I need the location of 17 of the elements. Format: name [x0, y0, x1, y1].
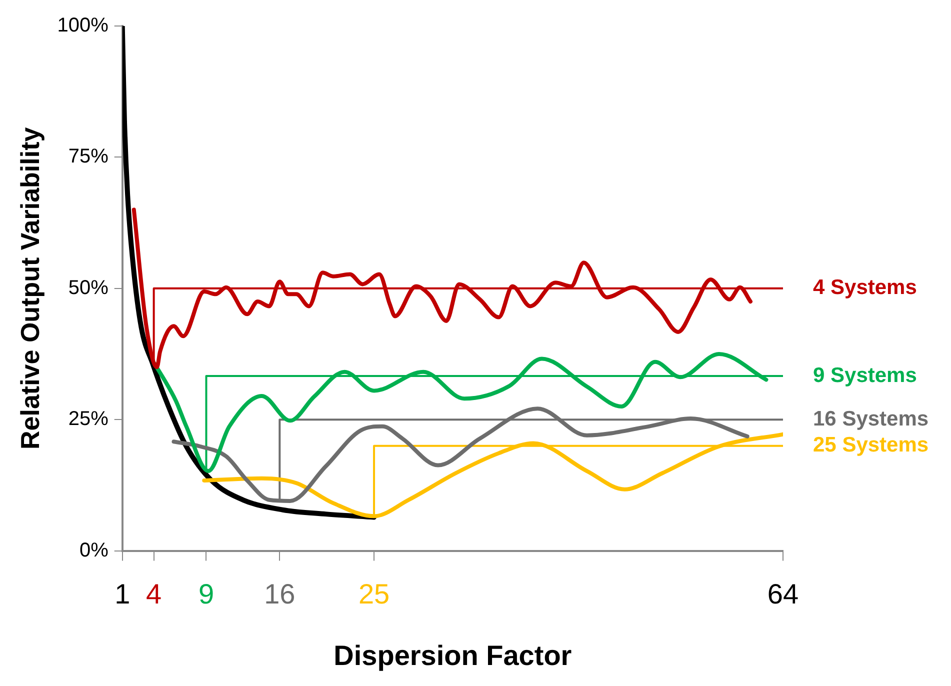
x-tick-label: 64 — [767, 578, 799, 610]
y-tick-label: 100% — [57, 14, 109, 37]
series-label: 9 Systems — [813, 364, 917, 387]
y-axis-title: Relative Output Variability — [14, 126, 45, 450]
y-tick-label: 25% — [68, 408, 109, 430]
y-tick-label: 75% — [68, 146, 109, 168]
x-axis-title: Dispersion Factor — [334, 640, 572, 671]
y-tick-label: 0% — [79, 539, 109, 562]
series-label: 25 Systems — [813, 434, 929, 457]
x-tick-label: 4 — [146, 578, 162, 610]
series-label: 4 Systems — [813, 276, 917, 300]
x-tick-label: 1 — [114, 578, 130, 610]
x-tick-label: 9 — [198, 578, 214, 610]
x-tick-label: 16 — [264, 578, 296, 610]
x-tick-label: 25 — [358, 578, 390, 610]
series-label: 16 Systems — [813, 407, 929, 430]
y-tick-label: 50% — [68, 276, 109, 299]
